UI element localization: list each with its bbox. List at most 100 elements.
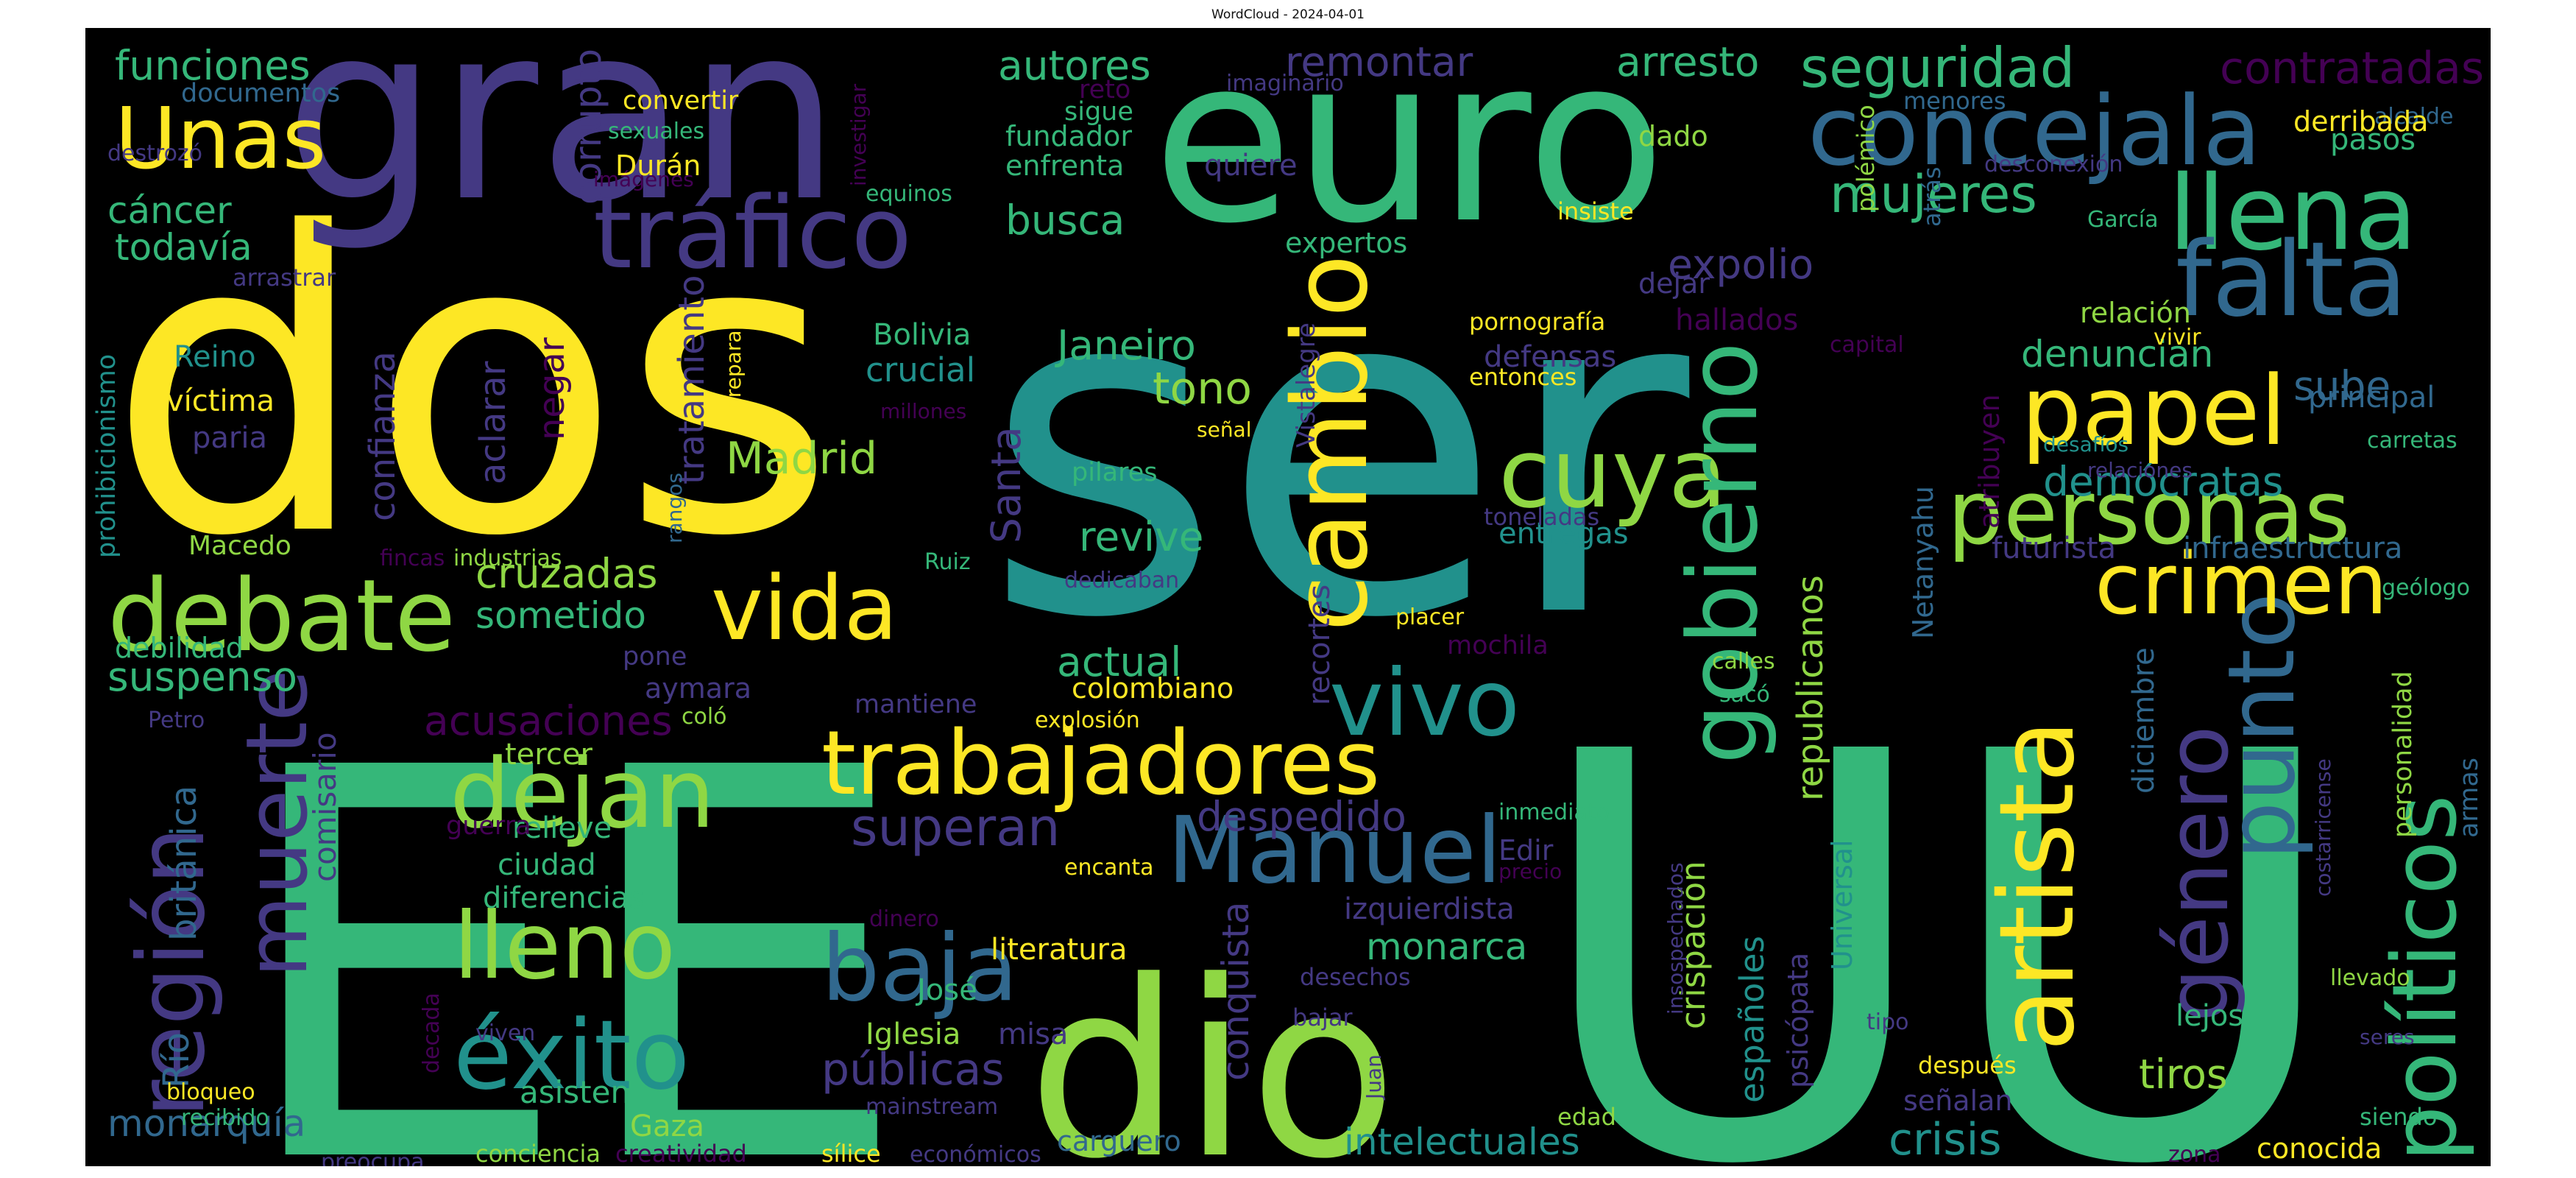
word-84: crucial [866, 350, 975, 389]
word-111: colombiano [1072, 672, 1234, 705]
word-83: Bolivia [873, 318, 971, 352]
word-115: relieve [512, 811, 612, 845]
word-66: conquista [1214, 902, 1257, 1081]
word-52: Madrid [726, 433, 877, 484]
word-185: tipo [1866, 1009, 1909, 1035]
word-88: dejar [1638, 267, 1710, 300]
word-22: debate [107, 558, 456, 674]
word-163: fincas [380, 546, 445, 571]
word-161: dedicaban [1064, 568, 1179, 593]
word-56: tratamiento [671, 275, 712, 484]
word-168: Ruiz [924, 549, 971, 575]
word-131: edad [1557, 1103, 1616, 1131]
word-90: pornografía [1469, 308, 1605, 336]
word-2: UU [1528, 636, 2347, 1166]
word-85: recortes [1303, 585, 1337, 705]
word-179: bajar [1292, 1004, 1353, 1031]
word-155: Vistalegre [1292, 322, 1321, 448]
word-169: pone [623, 642, 687, 671]
word-32: baja [821, 915, 1018, 1022]
word-156: señal [1197, 417, 1252, 442]
figure-title: WordCloud - 2024-04-01 [1211, 7, 1365, 22]
word-61: suspenso [107, 653, 297, 700]
word-23: vida [711, 558, 898, 660]
word-36: mujeres [1830, 164, 2037, 225]
word-159: toneladas [1484, 503, 1599, 531]
word-87: hallados [1675, 303, 1798, 337]
word-135: zona [2168, 1142, 2221, 1166]
word-181: mainstream [866, 1094, 998, 1120]
word-112: explosión [1035, 708, 1140, 733]
word-15: personas [1947, 462, 2350, 565]
word-158: capital [1830, 332, 1904, 358]
word-28: región [118, 827, 225, 1118]
word-157: entonces [1469, 363, 1577, 391]
word-123: asisten [520, 1074, 630, 1110]
word-72: crisis [1889, 1114, 2002, 1165]
word-79: José [915, 973, 977, 1007]
word-5: euro [1153, 28, 1666, 274]
word-21: crimen [2095, 535, 2388, 634]
word-187: arrastrar [233, 264, 336, 292]
word-127: económicos [910, 1142, 1041, 1166]
word-6: dio [1027, 929, 1398, 1166]
word-144: vivir [2154, 325, 2201, 350]
word-165: rangos [662, 473, 687, 543]
word-26: Manuel [1167, 797, 1502, 904]
word-57: Santa [983, 426, 1030, 543]
word-70: demócratas [2043, 458, 2283, 505]
word-91: entregas [1498, 517, 1629, 551]
word-125: creatividad [615, 1140, 747, 1166]
word-69: republicanos [1790, 575, 1831, 801]
word-136: seres [2360, 1025, 2415, 1049]
word-27: dejan [450, 738, 715, 850]
word-12: cambio [1271, 254, 1391, 632]
word-167: millones [880, 399, 966, 423]
word-200: preocupa [321, 1149, 424, 1166]
word-199: imaginario [1226, 71, 1344, 96]
word-107: placer [1395, 604, 1465, 630]
word-143: relaciones [2087, 458, 2193, 482]
word-34: superan [851, 797, 1060, 858]
word-104: Edir [1498, 834, 1554, 867]
word-89: defensas [1484, 340, 1616, 374]
word-174: encanta [1064, 855, 1154, 881]
word-191: Durán [615, 149, 701, 182]
word-16: gobierno [1667, 342, 1779, 764]
word-41: funciones [115, 42, 311, 89]
word-117: tercer [505, 738, 592, 772]
word-101: Universal [1826, 839, 1858, 970]
word-170: debilidad [115, 632, 244, 664]
word-11: falta [2176, 220, 2407, 340]
word-137: llevado [2330, 965, 2410, 991]
word-40: autores [998, 42, 1151, 89]
word-43: convertir [623, 86, 739, 116]
word-46: todavía [115, 226, 252, 269]
word-186: prohibicionismo [92, 354, 121, 558]
word-24: vivo [1329, 650, 1520, 757]
word-77: Iglesia [866, 1017, 960, 1051]
word-154: insiste [1557, 197, 1634, 225]
word-81: víctima [166, 384, 275, 418]
word-126: sílice [821, 1140, 881, 1166]
word-92: futurista [1992, 532, 2116, 565]
word-75: monarquía [107, 1102, 305, 1145]
word-198: quiere [1204, 149, 1298, 183]
word-128: carguero [1057, 1125, 1181, 1157]
word-153: dado [1638, 120, 1708, 152]
word-96: personalidad [2388, 671, 2418, 838]
word-30: lleno [453, 893, 676, 1000]
word-51: tono [1153, 363, 1252, 415]
word-171: Petro [148, 708, 205, 733]
word-63: actual [1057, 638, 1181, 685]
word-18: punto [2209, 593, 2315, 860]
word-196: sigue [1064, 97, 1133, 127]
word-142: desafíos [2043, 432, 2129, 456]
word-58: revive [1079, 513, 1203, 560]
word-160: pilares [1072, 458, 1158, 487]
word-189: imágenes [593, 167, 694, 191]
word-147: alcalde [2374, 104, 2453, 130]
word-152: polémico [1852, 105, 1880, 212]
word-151: atrás [1918, 166, 1946, 227]
word-82: paria [192, 421, 267, 455]
